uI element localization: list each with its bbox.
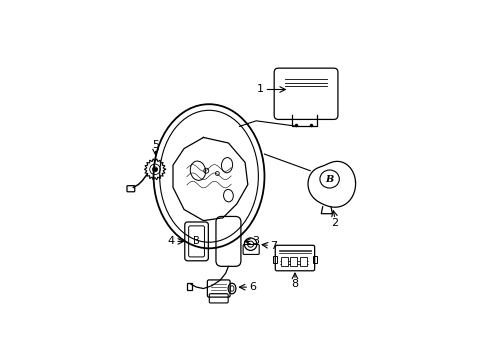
Bar — [186, 283, 191, 290]
Text: 8: 8 — [291, 279, 298, 289]
Bar — [272, 256, 276, 263]
Text: 5: 5 — [152, 140, 159, 150]
Text: B: B — [193, 237, 200, 246]
Text: 1: 1 — [256, 85, 263, 94]
Bar — [299, 257, 306, 266]
Bar — [312, 256, 316, 263]
Bar — [290, 257, 297, 266]
Bar — [281, 257, 288, 266]
Text: 4: 4 — [167, 237, 175, 246]
Text: B: B — [325, 175, 333, 184]
Text: 3: 3 — [252, 237, 259, 246]
Text: 6: 6 — [248, 282, 256, 292]
Text: 2: 2 — [331, 219, 338, 228]
Text: 7: 7 — [269, 241, 277, 251]
